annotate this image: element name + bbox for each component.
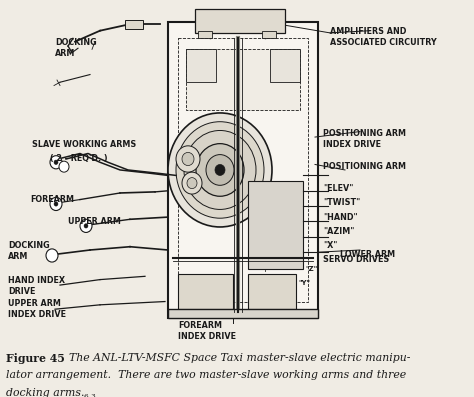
Circle shape [54,202,58,206]
Text: DOCKING
ARM: DOCKING ARM [55,39,97,58]
Text: "X": "X" [323,241,337,250]
Bar [168,309,318,318]
Text: lator arrangement.  There are two master-slave working arms and three: lator arrangement. There are two master-… [6,370,406,380]
Circle shape [80,219,92,233]
Bar [186,49,300,110]
Text: "HAND": "HAND" [323,213,357,222]
Bar [270,49,300,82]
Text: "Y": "Y" [298,280,310,286]
Text: Figure 45: Figure 45 [6,353,65,364]
Bar [198,31,212,39]
Circle shape [182,152,194,166]
Circle shape [176,146,200,172]
Text: "Z": "Z" [305,266,317,272]
Text: 6 3: 6 3 [84,393,96,397]
Bar [186,49,216,82]
Circle shape [176,122,264,218]
Text: HAND INDEX
DRIVE: HAND INDEX DRIVE [8,276,65,296]
Bar [248,181,303,269]
Circle shape [215,164,225,175]
Circle shape [84,224,88,228]
Bar [168,22,318,318]
Text: FOREARM
INDEX DRIVE: FOREARM INDEX DRIVE [178,321,236,341]
Bar [125,20,143,29]
Bar [178,39,308,302]
Bar [248,274,296,309]
Text: "TWIST": "TWIST" [323,198,360,208]
Text: "AZIM": "AZIM" [323,227,355,236]
Text: "ELEV": "ELEV" [323,184,354,193]
Circle shape [168,113,272,227]
Circle shape [184,131,256,210]
Text: LOWER ARM: LOWER ARM [340,250,395,259]
Text: POSITIONING ARM
INDEX DRIVE: POSITIONING ARM INDEX DRIVE [323,129,406,149]
Bar [178,274,233,309]
Circle shape [59,161,69,172]
Text: The ANL-LTV-MSFC Space Taxi master-slave electric manipu-: The ANL-LTV-MSFC Space Taxi master-slave… [62,353,410,363]
Text: ( 2 - REQ'D. ): ( 2 - REQ'D. ) [50,154,108,162]
Bar [262,31,276,39]
Text: POSITIONING ARM: POSITIONING ARM [323,162,406,171]
Circle shape [46,249,58,262]
Text: SLAVE WORKING ARMS: SLAVE WORKING ARMS [32,141,136,149]
Circle shape [50,197,62,210]
Bar [195,9,285,33]
Text: FOREARM: FOREARM [30,195,74,204]
Circle shape [54,160,58,164]
Text: UPPER ARM
INDEX DRIVE: UPPER ARM INDEX DRIVE [8,299,66,319]
Text: docking arms.: docking arms. [6,388,85,397]
Circle shape [50,156,62,169]
Text: UPPER ARM: UPPER ARM [68,217,121,226]
Text: DOCKING
ARM: DOCKING ARM [8,241,50,260]
Text: SERVO DRIVES: SERVO DRIVES [323,256,389,264]
Circle shape [187,177,197,189]
Circle shape [196,144,244,196]
Circle shape [182,172,202,194]
Circle shape [206,154,234,185]
Text: AMPLIFIERS AND
ASSOCIATED CIRCUITRY: AMPLIFIERS AND ASSOCIATED CIRCUITRY [330,27,437,47]
